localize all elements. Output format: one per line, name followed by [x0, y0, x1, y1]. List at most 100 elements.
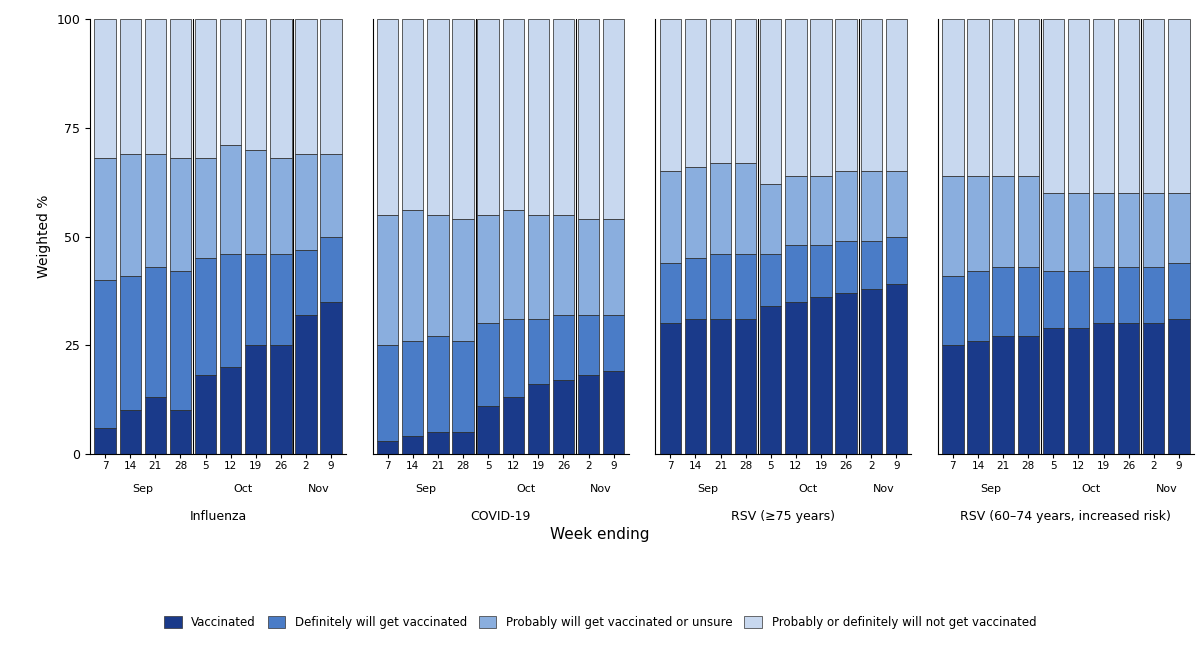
Text: Oct: Oct	[799, 484, 818, 494]
Bar	[169, 158, 191, 272]
Bar	[785, 19, 806, 176]
Bar	[1018, 267, 1039, 336]
Text: Oct: Oct	[1081, 484, 1100, 494]
Bar	[860, 241, 882, 288]
Bar	[503, 319, 524, 397]
Bar	[452, 341, 474, 432]
Bar	[320, 19, 342, 154]
Bar	[402, 341, 424, 436]
Bar	[860, 19, 882, 172]
Bar	[835, 293, 857, 454]
Bar	[1068, 328, 1090, 454]
Text: Nov: Nov	[1156, 484, 1177, 494]
Bar	[685, 319, 706, 454]
Bar	[660, 172, 680, 262]
Bar	[604, 371, 624, 454]
Bar	[245, 254, 266, 345]
Bar	[194, 19, 216, 158]
Bar	[452, 219, 474, 341]
Bar	[734, 163, 756, 254]
Bar	[553, 315, 574, 380]
Bar	[578, 375, 599, 454]
Bar	[1043, 19, 1064, 193]
Text: Sep: Sep	[980, 484, 1001, 494]
Bar	[120, 154, 140, 275]
Bar	[578, 19, 599, 219]
Bar	[710, 19, 731, 163]
Bar	[734, 319, 756, 454]
Text: Nov: Nov	[872, 484, 895, 494]
Text: Week ending: Week ending	[551, 527, 649, 542]
Bar	[1144, 267, 1164, 323]
Bar	[685, 259, 706, 319]
Bar	[1118, 323, 1139, 454]
Bar	[245, 345, 266, 454]
Bar	[1118, 193, 1139, 267]
Bar	[528, 384, 550, 454]
Bar	[169, 19, 191, 158]
Text: Nov: Nov	[590, 484, 612, 494]
Bar	[295, 154, 317, 249]
Text: RSV (60–74 years, increased risk): RSV (60–74 years, increased risk)	[960, 510, 1171, 523]
Bar	[270, 254, 292, 345]
Text: Nov: Nov	[307, 484, 330, 494]
Bar	[452, 19, 474, 219]
Bar	[528, 319, 550, 384]
Text: COVID-19: COVID-19	[470, 510, 530, 523]
Bar	[503, 397, 524, 454]
Bar	[1068, 19, 1090, 193]
Bar	[145, 154, 166, 267]
Bar	[992, 267, 1014, 336]
Bar	[402, 211, 424, 341]
Bar	[320, 302, 342, 454]
Bar	[660, 262, 680, 323]
Bar	[604, 219, 624, 315]
Bar	[967, 341, 989, 454]
Bar	[270, 19, 292, 158]
Bar	[528, 19, 550, 215]
Bar	[478, 406, 499, 454]
Text: Sep: Sep	[697, 484, 719, 494]
Bar	[810, 176, 832, 245]
Bar	[1169, 319, 1189, 454]
Bar	[1018, 19, 1039, 176]
Bar	[402, 19, 424, 211]
Bar	[785, 302, 806, 454]
Bar	[220, 145, 241, 254]
Bar	[194, 158, 216, 259]
Text: RSV (≥75 years): RSV (≥75 years)	[731, 510, 835, 523]
Bar	[427, 19, 449, 215]
Bar	[220, 19, 241, 145]
Bar	[710, 254, 731, 319]
Bar	[1043, 193, 1064, 272]
Bar	[270, 345, 292, 454]
Bar	[1093, 267, 1115, 323]
Bar	[860, 288, 882, 454]
Bar	[377, 19, 398, 215]
Bar	[992, 336, 1014, 454]
Bar	[478, 323, 499, 406]
Text: Sep: Sep	[415, 484, 436, 494]
Bar	[860, 172, 882, 241]
Bar	[967, 272, 989, 341]
Bar	[194, 375, 216, 454]
Bar	[220, 254, 241, 367]
Bar	[120, 275, 140, 410]
Bar	[785, 245, 806, 302]
Bar	[942, 275, 964, 345]
Bar	[760, 185, 781, 254]
Bar	[1169, 262, 1189, 319]
Bar	[578, 315, 599, 375]
Bar	[604, 19, 624, 219]
Bar	[1144, 193, 1164, 267]
Bar	[1068, 272, 1090, 328]
Bar	[145, 267, 166, 397]
Bar	[886, 19, 907, 172]
Text: Oct: Oct	[234, 484, 253, 494]
Bar	[478, 215, 499, 323]
Bar	[760, 306, 781, 454]
Bar	[145, 397, 166, 454]
Bar	[967, 176, 989, 272]
Bar	[1018, 176, 1039, 267]
Bar	[967, 19, 989, 176]
